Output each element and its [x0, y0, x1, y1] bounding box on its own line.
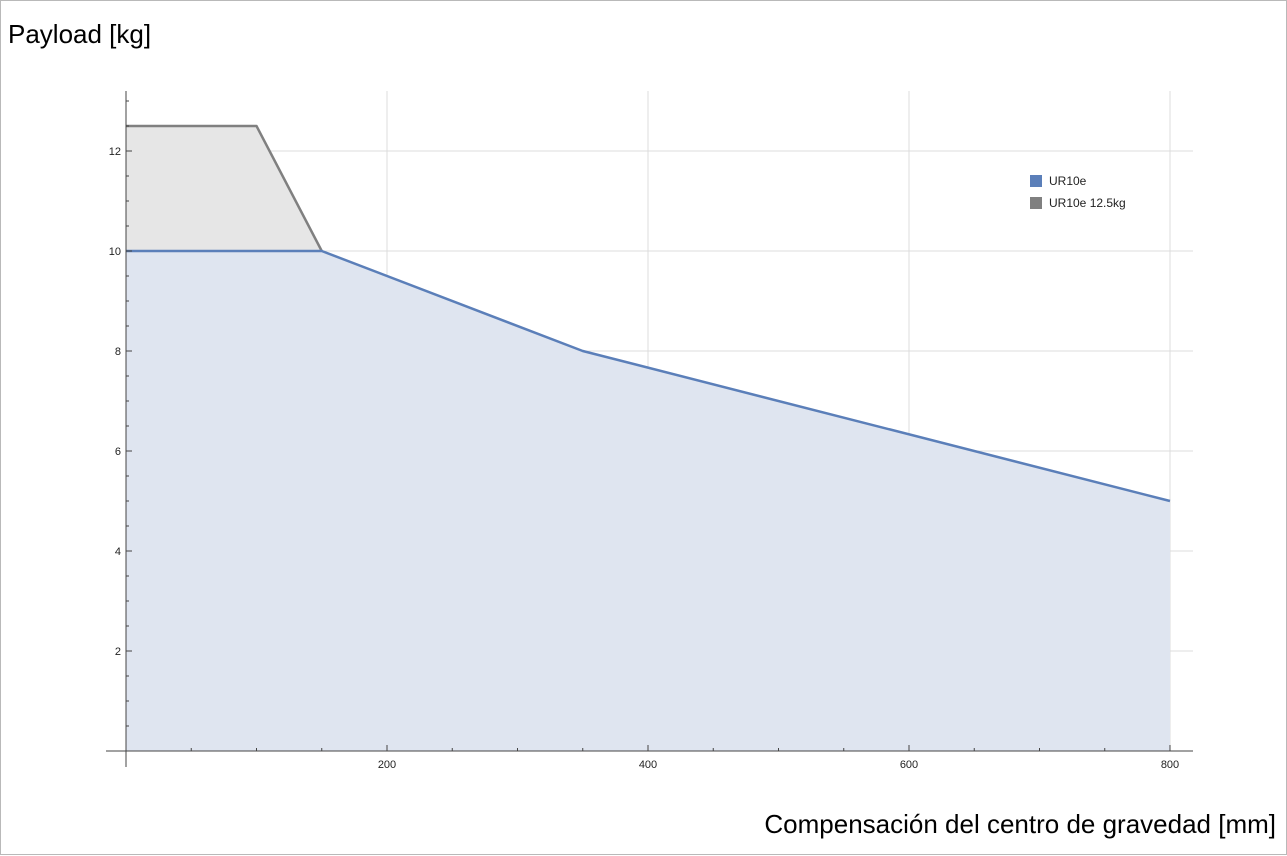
- series-fill-2: [126, 251, 1170, 751]
- x-tick-label: 800: [1161, 759, 1179, 771]
- y-tick-label: 4: [115, 546, 121, 558]
- series-lines: [126, 124, 1171, 503]
- y-tick-label: 6: [115, 446, 121, 458]
- series-line-1: [126, 124, 323, 252]
- legend-swatch: [1030, 175, 1042, 187]
- x-tick-label: 600: [900, 759, 918, 771]
- legend-label: UR10e 12.5kg: [1049, 196, 1126, 210]
- axes: [106, 91, 1193, 767]
- series-fills: [126, 126, 1170, 751]
- series-line-2: [126, 249, 1171, 503]
- x-axis-title: Compensación del centro de gravedad [mm]: [764, 809, 1276, 839]
- y-axis-title: Payload [kg]: [8, 19, 152, 49]
- y-tick-label: 8: [115, 346, 121, 358]
- y-tick-label: 2: [115, 646, 121, 658]
- x-tick-label: 200: [378, 759, 396, 771]
- legend-swatch: [1030, 197, 1042, 209]
- x-tick-label: 400: [639, 759, 657, 771]
- y-tick-label: 10: [109, 246, 121, 258]
- y-tick-label: 12: [109, 146, 121, 158]
- legend-label: UR10e: [1049, 174, 1087, 188]
- tick-labels: 200 400 600 800 2 4 6 8 10 12: [109, 146, 1179, 771]
- legend: UR10e UR10e 12.5kg: [1030, 174, 1126, 210]
